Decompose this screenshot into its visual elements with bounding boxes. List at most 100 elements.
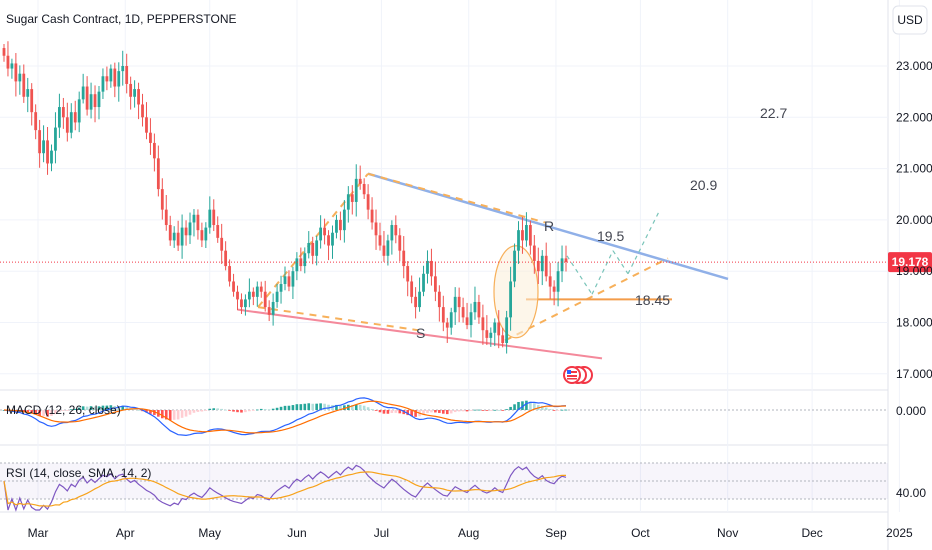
resistance-trendline[interactable]: [367, 172, 729, 281]
macd-bar: [517, 401, 520, 410]
macd-bar: [311, 403, 315, 410]
dashed-channel-line[interactable]: [257, 306, 419, 332]
annotation-label[interactable]: 19.5: [597, 228, 624, 244]
candle: [430, 248, 433, 286]
candle: [196, 209, 200, 240]
macd-bar: [85, 406, 89, 410]
candle: [204, 222, 208, 249]
drawing-tools-overlay[interactable]: 22.7 20.9 19.5 18.45 R S: [416, 105, 787, 341]
candle: [441, 295, 445, 332]
highlight-ellipse[interactable]: [493, 245, 539, 339]
candle: [141, 93, 144, 127]
macd-bar: [69, 409, 73, 411]
macd-bar: [406, 410, 409, 416]
candle: [184, 220, 188, 246]
macd-bar: [315, 403, 318, 410]
annotation-label[interactable]: 18.45: [635, 292, 670, 308]
last-price-badge: 19.178: [888, 252, 932, 273]
us-flag-events-icon[interactable]: [563, 366, 593, 384]
candle: [382, 230, 386, 262]
price-tick-label: 21.000: [896, 162, 932, 176]
macd-bar: [529, 401, 532, 410]
macd-bar: [485, 410, 489, 411]
macd-bar: [109, 405, 113, 410]
macd-bar: [556, 410, 560, 411]
macd-bar: [426, 410, 429, 414]
time-tick-label: Apr: [116, 526, 135, 540]
macd-bar: [323, 403, 326, 410]
macd-bar: [422, 410, 425, 415]
macd-bar: [327, 404, 330, 410]
candle: [26, 77, 30, 113]
candle: [398, 228, 402, 262]
macd-bar: [224, 409, 227, 411]
candle: [85, 76, 89, 116]
macd-bar: [497, 409, 501, 411]
candle: [93, 85, 97, 123]
candle: [287, 270, 291, 292]
candle: [548, 262, 552, 299]
currency-button[interactable]: USD: [892, 5, 928, 35]
candle: [176, 220, 180, 251]
candle: [267, 300, 271, 322]
candle: [525, 212, 528, 247]
price-axis[interactable]: 23.000 22.000 21.000 20.000 19.000 18.000 17.0…: [896, 59, 932, 381]
candle: [414, 287, 418, 319]
candle: [240, 293, 243, 314]
annotation-label[interactable]: S: [416, 325, 425, 341]
candle: [556, 262, 560, 307]
macd-bar: [295, 404, 299, 410]
macd-bar: [362, 405, 366, 410]
macd-bar: [402, 410, 406, 415]
time-tick-label: Dec: [801, 526, 822, 540]
candle: [536, 247, 540, 284]
candle: [145, 102, 148, 140]
candle: [271, 293, 275, 326]
macd-bar: [97, 406, 101, 410]
candle: [493, 318, 497, 347]
candle: [247, 278, 251, 308]
macd-bar: [30, 410, 34, 414]
candle: [354, 164, 358, 217]
macd-bar: [168, 410, 172, 421]
macd-bar: [184, 410, 188, 417]
macd-bar: [445, 410, 449, 415]
macd-bar: [81, 406, 85, 410]
time-axis[interactable]: Mar Apr May Jun Jul Aug Sep Oct Nov Dec 2025: [28, 526, 913, 540]
macd-bar: [137, 409, 140, 411]
macd-bar: [410, 410, 413, 417]
macd-bar: [370, 408, 374, 410]
macd-bar: [46, 410, 49, 417]
candle: [81, 73, 85, 104]
candle: [18, 65, 22, 95]
dashed-channel-line[interactable]: [367, 172, 546, 224]
macd-bar: [248, 410, 251, 412]
candle: [532, 235, 536, 274]
macd-bar: [354, 404, 358, 410]
candle: [342, 200, 346, 243]
macd-bar: [461, 410, 465, 412]
rsi-pane[interactable]: RSI (14, close, SMA, 14, 2) 40.00: [0, 462, 926, 512]
annotation-label[interactable]: R: [544, 218, 554, 234]
projection-path[interactable]: [591, 250, 614, 295]
projection-path[interactable]: [627, 209, 661, 275]
macd-bar: [548, 409, 552, 410]
candle: [149, 118, 152, 155]
candle: [113, 62, 117, 98]
support-trendline[interactable]: [237, 308, 603, 360]
annotation-label[interactable]: 20.9: [690, 177, 717, 193]
macd-bar: [77, 407, 81, 410]
candle: [46, 127, 49, 175]
macd-pane[interactable]: MACD (12, 26, close) 0.000: [0, 397, 926, 437]
macd-bar: [501, 410, 504, 411]
candle: [303, 247, 307, 274]
drawing-tools[interactable]: [237, 172, 729, 360]
candle: [251, 287, 255, 306]
annotation-label[interactable]: 22.7: [760, 105, 787, 121]
candle: [232, 273, 235, 297]
macd-bar: [101, 405, 105, 410]
macd-bar: [50, 410, 53, 416]
macd-bar: [200, 410, 204, 412]
price-tick-label: 18.000: [896, 316, 932, 330]
